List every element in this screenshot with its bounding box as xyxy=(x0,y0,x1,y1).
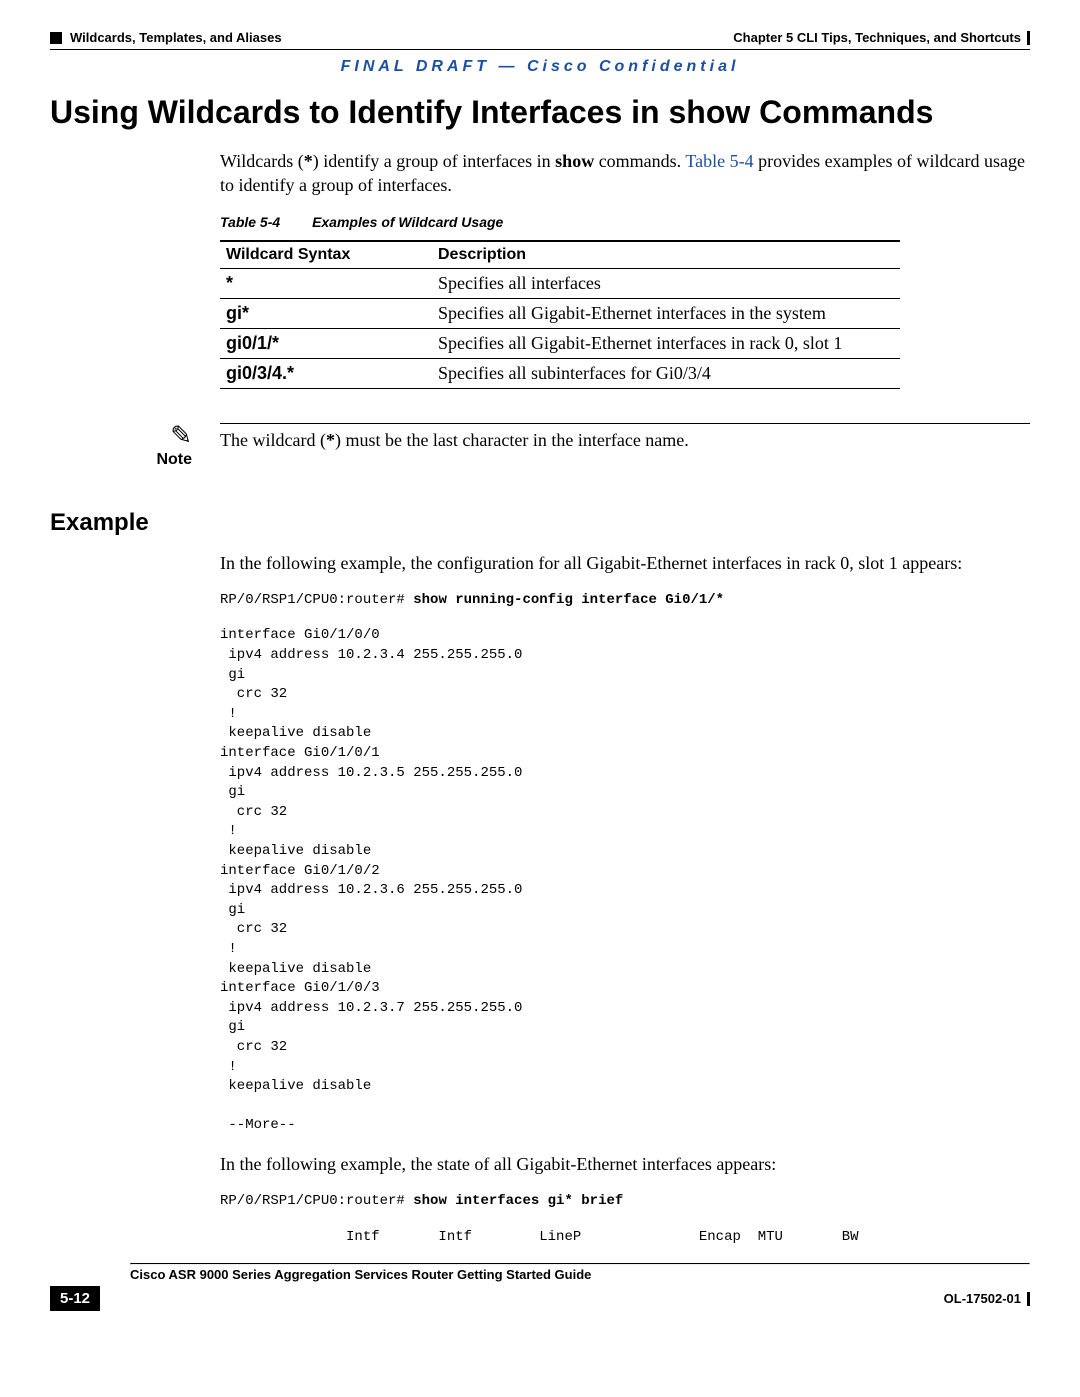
table-row: gi0/1/* Specifies all Gigabit-Ethernet i… xyxy=(220,328,900,358)
table-row: gi0/3/4.* Specifies all subinterfaces fo… xyxy=(220,358,900,388)
table-ref-link[interactable]: Table 5-4 xyxy=(685,151,753,171)
note-pencil-icon: ✎ xyxy=(50,423,192,449)
table-header-syntax: Wildcard Syntax xyxy=(220,241,432,269)
header-marker-icon xyxy=(50,32,62,44)
note-block: ✎ Note The wildcard (*) must be the last… xyxy=(50,423,1030,469)
page-footer: Cisco ASR 9000 Series Aggregation Servic… xyxy=(50,1263,1030,1311)
example2-command: RP/0/RSP1/CPU0:router# show interfaces g… xyxy=(220,1192,1030,1212)
table-row: gi* Specifies all Gigabit-Ethernet inter… xyxy=(220,298,900,328)
header-bar-icon xyxy=(1027,31,1030,45)
note-text: The wildcard (*) must be the last charac… xyxy=(220,423,1030,451)
table-row: * Specifies all interfaces xyxy=(220,268,900,298)
header-section: Wildcards, Templates, and Aliases xyxy=(70,30,282,45)
header-rule xyxy=(50,49,1030,50)
example1-output: interface Gi0/1/0/0 ipv4 address 10.2.3.… xyxy=(220,626,1030,1135)
page-number: 5-12 xyxy=(50,1286,100,1311)
footer-bar-icon xyxy=(1027,1292,1030,1306)
table-caption: Table 5-4 Examples of Wildcard Usage xyxy=(220,214,1030,230)
header-chapter: Chapter 5 CLI Tips, Techniques, and Shor… xyxy=(733,30,1021,45)
footer-doc-title: Cisco ASR 9000 Series Aggregation Servic… xyxy=(130,1267,591,1282)
example2-header-row: Intf Intf LineP Encap MTU BW xyxy=(220,1228,1030,1248)
note-label: Note xyxy=(50,451,192,469)
table-header-desc: Description xyxy=(432,241,900,269)
footer-doc-id: OL-17502-01 xyxy=(944,1291,1021,1306)
intro-paragraph: Wildcards (*) identify a group of interf… xyxy=(220,149,1030,198)
example2-intro: In the following example, the state of a… xyxy=(220,1152,1030,1176)
wildcard-table: Wildcard Syntax Description * Specifies … xyxy=(220,240,900,389)
example1-intro: In the following example, the configurat… xyxy=(220,551,1030,575)
page-title: Using Wildcards to Identify Interfaces i… xyxy=(50,94,1030,131)
draft-watermark: FINAL DRAFT — Cisco Confidential xyxy=(50,58,1030,76)
example-heading: Example xyxy=(50,509,1030,537)
page-header: Wildcards, Templates, and Aliases Chapte… xyxy=(50,30,1030,45)
example1-command: RP/0/RSP1/CPU0:router# show running-conf… xyxy=(220,591,1030,611)
